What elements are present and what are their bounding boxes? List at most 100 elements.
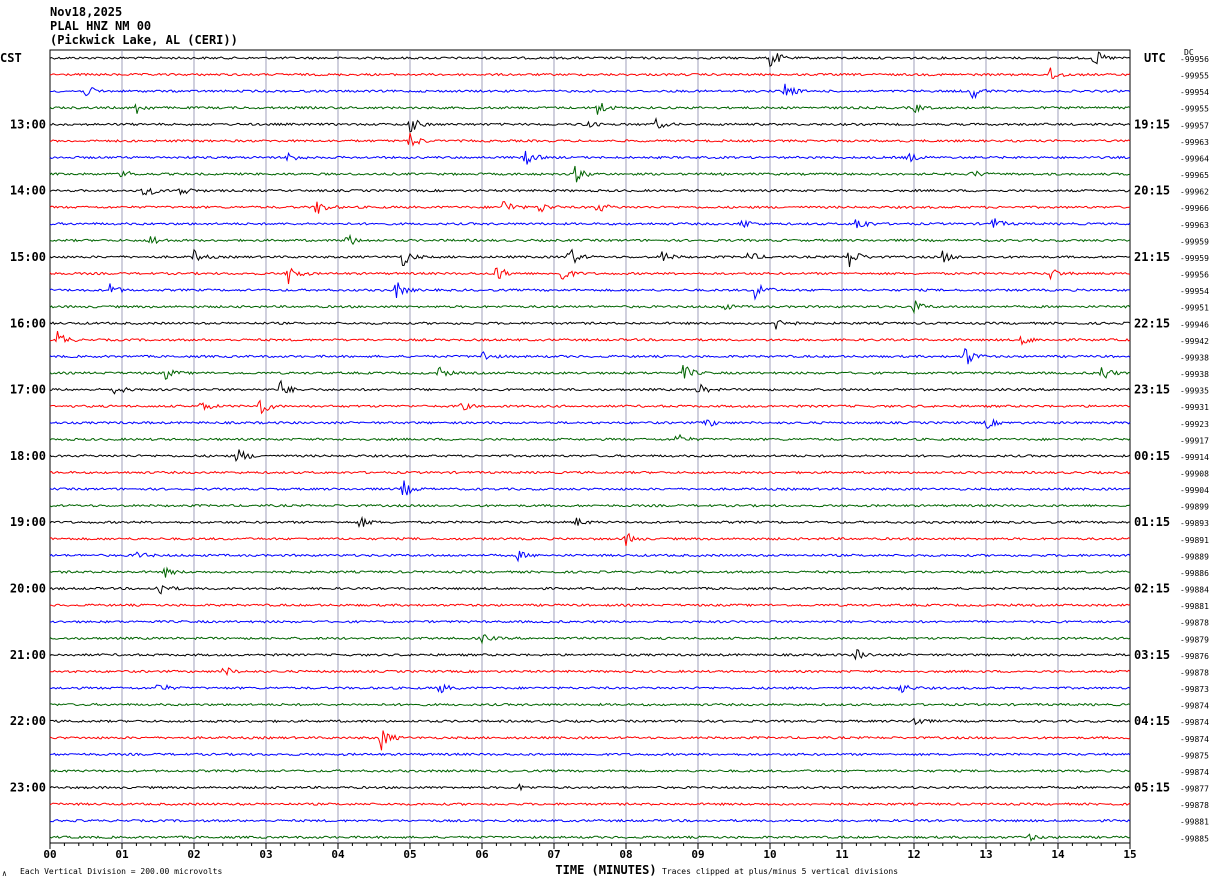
dc-offset-label: -99964 [1180, 154, 1209, 163]
seismic-trace [49, 649, 1131, 661]
x-tick-label: 07 [547, 848, 560, 861]
dc-offset-label: -99942 [1180, 337, 1209, 346]
left-hour-label: 21:00 [10, 648, 46, 662]
left-hour-label: 14:00 [10, 184, 46, 198]
dc-offset-label: -99908 [1180, 470, 1209, 479]
right-hour-label: 03:15 [1134, 648, 1170, 662]
dc-offset-label: -99874 [1180, 702, 1209, 711]
dc-offset-label: -99891 [1180, 536, 1209, 545]
dc-offset-label: -99955 [1180, 105, 1209, 114]
seismic-trace [49, 717, 1131, 726]
seismic-trace [49, 399, 1131, 415]
seismic-trace [49, 683, 1131, 694]
dc-offset-label: -99917 [1180, 436, 1209, 445]
x-tick-label: 03 [259, 848, 272, 861]
seismic-trace [49, 282, 1131, 301]
seismic-trace [49, 532, 1131, 546]
dc-header-label: DC [1184, 48, 1194, 57]
x-tick-label: 15 [1123, 848, 1136, 861]
x-tick-label: 08 [619, 848, 632, 861]
seismic-trace [49, 802, 1131, 807]
dc-offset-label: -99881 [1180, 602, 1209, 611]
dc-offset-label: -99874 [1180, 768, 1209, 777]
left-hour-label: 17:00 [10, 383, 46, 397]
left-hour-label: 19:00 [10, 515, 46, 529]
seismic-trace [49, 752, 1131, 757]
seismic-trace [49, 515, 1131, 528]
station-label: PLAL HNZ NM 00 [50, 19, 152, 33]
dc-offset-label: -99875 [1180, 751, 1209, 760]
x-tick-label: 06 [475, 848, 489, 861]
seismic-trace [49, 233, 1131, 246]
seismic-trace [49, 117, 1131, 133]
dc-offset-label: -99954 [1180, 287, 1209, 296]
dc-offset-label: -99889 [1180, 552, 1209, 561]
dc-offset-label: -99874 [1180, 735, 1209, 744]
right-hour-label: 21:15 [1134, 250, 1170, 264]
seismic-trace [49, 619, 1131, 624]
seismic-trace [49, 585, 1131, 595]
left-hour-label: 22:00 [10, 714, 46, 728]
left-hour-label: 16:00 [10, 316, 46, 330]
scale-label: Each Vertical Division = 200.00 microvol… [20, 867, 222, 876]
right-timezone-label: UTC [1144, 51, 1166, 65]
dc-offset-label: -99954 [1180, 88, 1209, 97]
dc-offset-label: -99876 [1180, 652, 1209, 661]
dc-offset-label: -99881 [1180, 818, 1209, 827]
dc-offset-label: -99956 [1180, 271, 1209, 280]
dc-offset-label: -99951 [1180, 304, 1209, 313]
dc-offset-label: -99955 [1180, 72, 1209, 81]
dc-offset-label: -99959 [1180, 237, 1209, 246]
left-hour-label: 20:00 [10, 582, 46, 596]
seismic-trace [49, 150, 1131, 165]
right-hour-label: 22:15 [1134, 316, 1170, 330]
seismic-trace [49, 833, 1131, 843]
seismic-trace [49, 449, 1131, 463]
dc-offset-label: -99923 [1180, 420, 1209, 429]
seismic-trace [49, 730, 1131, 751]
seismic-trace [49, 102, 1131, 115]
seismic-trace [49, 783, 1131, 792]
seismic-trace [49, 566, 1131, 578]
right-hour-label: 20:15 [1134, 184, 1170, 198]
seismic-trace [49, 503, 1131, 508]
clip-note: Traces clipped at plus/minus 5 vertical … [662, 867, 898, 876]
right-hour-label: 23:15 [1134, 383, 1170, 397]
seismic-trace [49, 187, 1131, 196]
seismic-trace [49, 470, 1131, 475]
seismic-trace [49, 417, 1131, 429]
traces [49, 51, 1131, 843]
dc-offset-label: -99878 [1180, 801, 1209, 810]
date-label: Nov18,2025 [50, 5, 123, 19]
x-tick-label: 04 [331, 848, 345, 861]
x-axis-label: TIME (MINUTES) [555, 863, 656, 877]
dc-offset-label: -99963 [1180, 221, 1209, 230]
x-tick-label: 13 [979, 848, 992, 861]
dc-offset-label: -99965 [1180, 171, 1209, 180]
left-hour-label: 18:00 [10, 449, 46, 463]
seismic-trace [49, 51, 1131, 68]
dc-offset-label: -99893 [1180, 519, 1209, 528]
right-hour-label: 01:15 [1134, 515, 1170, 529]
dc-offset-label: -99874 [1180, 718, 1209, 727]
seismic-trace [49, 433, 1131, 442]
seismic-trace [49, 667, 1131, 677]
dc-offset-label: -99884 [1180, 586, 1209, 595]
seismic-trace [49, 132, 1131, 147]
axis-labels: 00 01 02 03 04 05 06 07 08 09 10 11 12 13 14 15 -99956 -9… [0, 48, 1209, 878]
seismic-trace [49, 634, 1131, 645]
x-tick-label: 01 [115, 848, 129, 861]
seismic-trace [49, 300, 1131, 315]
right-hour-label: 04:15 [1134, 714, 1170, 728]
seismic-trace [49, 347, 1131, 365]
left-hour-label: 13:00 [10, 117, 46, 131]
right-hour-label: 19:15 [1134, 117, 1170, 131]
dc-offset-label: -99877 [1180, 785, 1209, 794]
dc-offset-label: -99957 [1180, 121, 1209, 130]
dc-offset-label: -99956 [1180, 55, 1209, 64]
dc-offset-label: -99959 [1180, 254, 1209, 263]
seismic-trace [49, 379, 1131, 395]
seismic-trace [49, 248, 1131, 268]
dc-offset-label: -99886 [1180, 569, 1209, 578]
right-hour-label: 02:15 [1134, 582, 1170, 596]
